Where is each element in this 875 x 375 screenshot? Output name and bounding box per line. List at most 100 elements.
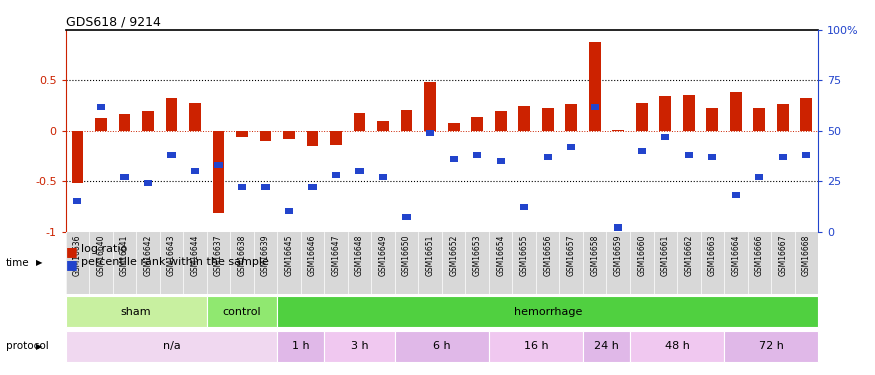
Text: ■: ■ bbox=[66, 258, 77, 271]
Text: GSM16641: GSM16641 bbox=[120, 235, 129, 276]
Bar bbox=[583, 331, 630, 362]
Text: hemorrhage: hemorrhage bbox=[514, 307, 582, 317]
Bar bbox=[732, 192, 740, 198]
Bar bbox=[213, 131, 224, 213]
Text: control: control bbox=[222, 307, 262, 317]
Bar bbox=[802, 152, 810, 158]
Text: GSM16667: GSM16667 bbox=[779, 235, 788, 276]
Bar bbox=[191, 168, 200, 174]
Bar bbox=[144, 180, 152, 186]
Bar bbox=[118, 114, 130, 131]
Text: 1 h: 1 h bbox=[292, 341, 310, 351]
Bar bbox=[354, 112, 366, 131]
Text: 16 h: 16 h bbox=[523, 341, 549, 351]
Bar bbox=[206, 296, 277, 327]
Bar bbox=[543, 154, 552, 160]
Text: 3 h: 3 h bbox=[351, 341, 368, 351]
Bar bbox=[614, 225, 622, 231]
Bar bbox=[730, 93, 742, 131]
Text: 48 h: 48 h bbox=[665, 341, 690, 351]
Text: GSM16644: GSM16644 bbox=[191, 235, 200, 276]
Text: 6 h: 6 h bbox=[433, 341, 451, 351]
Bar bbox=[724, 331, 818, 362]
Bar bbox=[284, 131, 295, 139]
Text: GSM16645: GSM16645 bbox=[284, 235, 293, 276]
Bar bbox=[262, 184, 270, 190]
Bar bbox=[801, 98, 812, 131]
Text: GSM16659: GSM16659 bbox=[613, 235, 623, 276]
Bar bbox=[214, 162, 222, 168]
Bar bbox=[167, 152, 176, 158]
Text: GSM16657: GSM16657 bbox=[567, 235, 576, 276]
Bar bbox=[638, 148, 646, 154]
Bar bbox=[682, 96, 695, 131]
Bar bbox=[612, 130, 624, 131]
Bar bbox=[355, 168, 364, 174]
Bar bbox=[395, 331, 489, 362]
Bar bbox=[426, 130, 434, 136]
Text: GSM16655: GSM16655 bbox=[520, 235, 528, 276]
Bar bbox=[589, 42, 600, 131]
Bar bbox=[753, 108, 766, 131]
Bar bbox=[402, 214, 410, 220]
Bar bbox=[542, 108, 554, 131]
Text: GSM16663: GSM16663 bbox=[708, 235, 717, 276]
Text: 72 h: 72 h bbox=[759, 341, 783, 351]
Text: GSM16642: GSM16642 bbox=[144, 235, 152, 276]
Text: GSM16666: GSM16666 bbox=[755, 235, 764, 276]
Text: GSM16636: GSM16636 bbox=[73, 235, 82, 276]
Text: ▶: ▶ bbox=[36, 258, 42, 267]
Text: GSM16640: GSM16640 bbox=[96, 235, 105, 276]
Bar bbox=[401, 110, 412, 131]
Text: ▶: ▶ bbox=[36, 342, 42, 351]
Bar bbox=[74, 198, 81, 204]
Bar bbox=[330, 131, 342, 145]
Text: GSM16651: GSM16651 bbox=[425, 235, 435, 276]
Text: GSM16664: GSM16664 bbox=[732, 235, 740, 276]
Text: log ratio: log ratio bbox=[81, 243, 128, 254]
Text: percentile rank within the sample: percentile rank within the sample bbox=[81, 256, 270, 267]
Bar bbox=[448, 123, 459, 131]
Text: 24 h: 24 h bbox=[594, 341, 619, 351]
Bar bbox=[565, 104, 578, 131]
Bar bbox=[660, 96, 671, 131]
Text: time: time bbox=[6, 258, 30, 268]
Text: GSM16653: GSM16653 bbox=[473, 235, 481, 276]
Bar bbox=[165, 98, 178, 131]
Bar bbox=[494, 111, 507, 131]
Bar bbox=[306, 131, 318, 146]
Bar bbox=[706, 108, 718, 131]
Bar bbox=[424, 82, 436, 131]
Text: sham: sham bbox=[121, 307, 151, 317]
Bar bbox=[591, 104, 598, 110]
Text: GSM16638: GSM16638 bbox=[237, 235, 247, 276]
Text: GSM16662: GSM16662 bbox=[684, 235, 693, 276]
Bar bbox=[636, 102, 648, 131]
Bar bbox=[473, 152, 481, 158]
Bar bbox=[120, 174, 129, 180]
Bar bbox=[277, 296, 818, 327]
Text: GSM16668: GSM16668 bbox=[802, 235, 811, 276]
Bar bbox=[708, 154, 717, 160]
Bar bbox=[236, 131, 248, 137]
Text: protocol: protocol bbox=[6, 341, 49, 351]
Bar bbox=[684, 152, 693, 158]
Bar bbox=[496, 158, 505, 164]
Text: GSM16637: GSM16637 bbox=[214, 235, 223, 276]
Bar bbox=[450, 156, 458, 162]
Bar bbox=[332, 172, 340, 178]
Bar bbox=[518, 106, 530, 131]
Bar bbox=[377, 121, 389, 131]
Text: GSM16647: GSM16647 bbox=[332, 235, 340, 276]
Text: n/a: n/a bbox=[163, 341, 180, 351]
Bar bbox=[662, 134, 669, 140]
Text: GSM16639: GSM16639 bbox=[261, 235, 270, 276]
Bar bbox=[189, 102, 201, 131]
Text: GSM16649: GSM16649 bbox=[379, 235, 388, 276]
Bar bbox=[66, 331, 277, 362]
Text: GSM16646: GSM16646 bbox=[308, 235, 317, 276]
Text: ■: ■ bbox=[66, 244, 77, 258]
Bar bbox=[472, 117, 483, 131]
Text: GSM16648: GSM16648 bbox=[355, 235, 364, 276]
Text: GSM16643: GSM16643 bbox=[167, 235, 176, 276]
